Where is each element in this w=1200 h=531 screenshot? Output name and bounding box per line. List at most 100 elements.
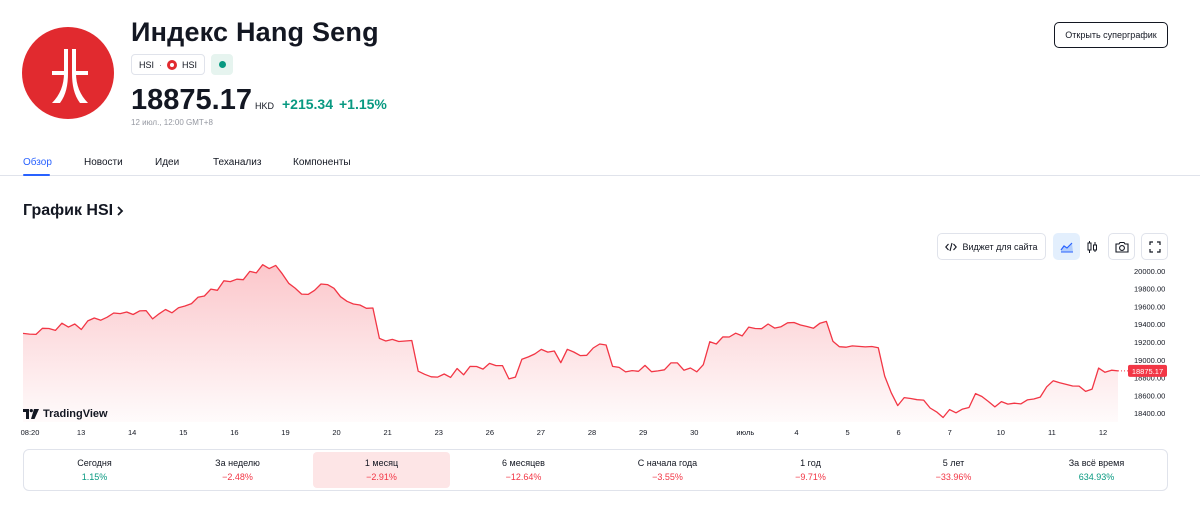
x-tick-label: 15: [179, 428, 187, 437]
tab-overview[interactable]: Обзор: [23, 157, 52, 168]
hang-seng-logo-icon: [52, 49, 88, 103]
y-tick-label: 18400.00: [1134, 409, 1165, 418]
period-6-months[interactable]: 6 месяцев −12.64%: [455, 450, 592, 490]
fullscreen-icon: [1148, 240, 1161, 253]
x-tick-label: 30: [690, 428, 698, 437]
camera-icon: [1114, 241, 1129, 253]
y-tick-label: 19800.00: [1134, 285, 1165, 294]
period-value: −12.64%: [505, 472, 542, 482]
exchange-label: HSI: [182, 59, 198, 70]
market-status-badge[interactable]: [211, 54, 234, 75]
x-tick-label: июль: [736, 428, 754, 437]
symbol-tags: HSI · HSI: [131, 54, 234, 75]
period-5-years[interactable]: 5 лет −33.96%: [885, 450, 1022, 490]
x-tick-label: 14: [128, 428, 136, 437]
period-ytd[interactable]: С начала года −3.55%: [599, 450, 736, 490]
period-label: 1 месяц: [364, 458, 399, 468]
period-label: 5 лет: [942, 458, 965, 468]
tab-components[interactable]: Компоненты: [293, 157, 351, 168]
code-icon: [945, 242, 958, 251]
period-week[interactable]: За неделю −2.48%: [169, 450, 306, 490]
exchange-icon: [167, 59, 178, 70]
x-tick-label: 08:20: [21, 428, 40, 437]
x-tick-label: 27: [537, 428, 545, 437]
y-tick-label: 19200.00: [1134, 338, 1165, 347]
candlestick-icon: [1087, 240, 1097, 253]
y-tick-label: 18800.00: [1134, 374, 1165, 383]
x-tick-label: 21: [383, 428, 391, 437]
currency-label: HKD: [254, 101, 274, 111]
tab-technicals[interactable]: Теханализ: [213, 157, 262, 168]
tab-ideas[interactable]: Идеи: [155, 157, 180, 168]
period-label: За неделю: [215, 458, 260, 468]
period-value: 634.93%: [1078, 472, 1115, 482]
y-tick-label: 20000.00: [1134, 267, 1165, 276]
period-label: С начала года: [637, 458, 698, 468]
x-tick-label: 11: [1048, 428, 1056, 437]
last-price-marker: 18875.17: [1118, 364, 1167, 377]
embed-widget-label: Виджет для сайта: [962, 241, 1038, 252]
x-axis: 08:20 13 14 15 16 19 20 21 23 26 27 28 29 30 июль 4 5 6 7 1…: [21, 428, 1108, 437]
period-value: −9.71%: [795, 472, 826, 482]
candlestick-chart-button[interactable]: [1078, 233, 1105, 260]
x-tick-label: 23: [435, 428, 443, 437]
period-all-time[interactable]: За всё время 634.93%: [1028, 450, 1165, 490]
price-change-percent: +1.15%: [338, 96, 387, 112]
x-tick-label: 6: [897, 428, 901, 437]
price-area-fill: [23, 264, 1118, 422]
last-price: 18875.17: [131, 84, 252, 116]
period-label: За всё время: [1068, 458, 1125, 468]
tradingview-label: TradingView: [43, 408, 108, 420]
x-tick-label: 19: [281, 428, 289, 437]
period-value: 1.15%: [81, 472, 108, 482]
y-tick-label: 19000.00: [1134, 356, 1165, 365]
last-price-label: 18875.17: [1132, 367, 1163, 376]
ticker-tag[interactable]: HSI · HSI: [131, 54, 206, 75]
period-1-month[interactable]: 1 месяц −2.91%: [313, 452, 450, 488]
period-1-year[interactable]: 1 год −9.71%: [742, 450, 879, 490]
x-tick-label: 28: [588, 428, 596, 437]
price-row: 18875.17 HKD +215.34 +1.15%: [131, 84, 387, 117]
x-tick-label: 4: [794, 428, 798, 437]
tab-news[interactable]: Новости: [84, 157, 123, 168]
last-price-badge: [1128, 364, 1167, 377]
y-tick-label: 19400.00: [1134, 320, 1165, 329]
price-chart[interactable]: 20000.00 19800.00 19600.00 19400.00 19200.00…: [0, 262, 1200, 442]
price-chart-svg: 20000.00 19800.00 19600.00 19400.00 19200.00…: [21, 264, 1167, 437]
period-value: −3.55%: [652, 472, 683, 482]
y-axis: 20000.00 19800.00 19600.00 19400.00 19200.00…: [1134, 267, 1165, 418]
x-tick-label: 13: [77, 428, 85, 437]
x-tick-label: 10: [997, 428, 1005, 437]
chart-section-title[interactable]: График HSI: [23, 202, 125, 220]
period-value: −2.91%: [366, 472, 397, 482]
open-supergraph-button[interactable]: Открыть суперграфик: [1054, 22, 1168, 48]
chart-section-label: График HSI: [23, 202, 114, 219]
area-chart-icon: [1060, 242, 1073, 252]
period-today[interactable]: Сегодня 1.15%: [26, 450, 163, 490]
y-tick-label: 18600.00: [1134, 391, 1165, 400]
chevron-right-icon: [117, 206, 124, 216]
snapshot-button[interactable]: [1108, 233, 1135, 260]
period-value: −2.48%: [222, 472, 253, 482]
performance-periods: Сегодня 1.15% За неделю −2.48% 1 месяц −…: [23, 449, 1168, 491]
y-tick-label: 19600.00: [1134, 302, 1165, 311]
fullscreen-button[interactable]: [1141, 233, 1168, 260]
tradingview-watermark[interactable]: TradingView: [23, 408, 108, 420]
separator-dot: ·: [159, 59, 163, 70]
x-tick-label: 20: [332, 428, 340, 437]
period-label: 6 месяцев: [502, 458, 545, 468]
hang-seng-logo: [22, 27, 114, 119]
period-value: −33.96%: [935, 472, 972, 482]
x-tick-label: 12: [1099, 428, 1107, 437]
period-label: Сегодня: [77, 458, 112, 468]
x-tick-label: 5: [845, 428, 849, 437]
x-tick-label: 7: [948, 428, 952, 437]
period-label: 1 год: [800, 458, 821, 468]
x-tick-label: 26: [486, 428, 494, 437]
price-timestamp: 12 июл., 12:00 GMT+8: [131, 118, 213, 127]
area-chart-button[interactable]: [1053, 233, 1080, 260]
x-tick-label: 29: [639, 428, 647, 437]
price-line: [22, 264, 1119, 419]
embed-widget-button[interactable]: Виджет для сайта: [937, 233, 1046, 260]
active-tab-indicator: [23, 174, 50, 176]
